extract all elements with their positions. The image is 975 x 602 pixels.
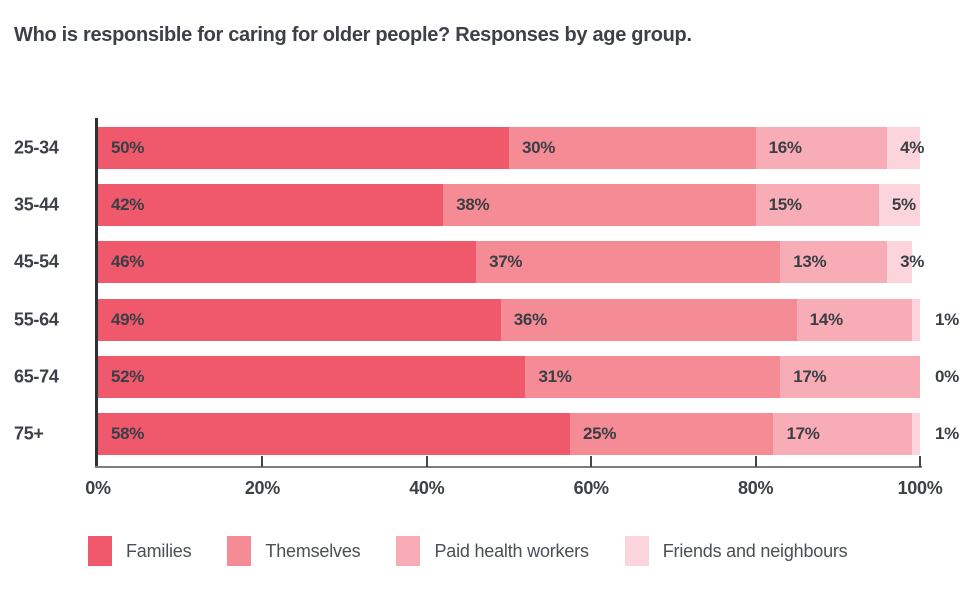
x-tick	[590, 456, 593, 467]
x-tick	[754, 456, 757, 467]
bar-value-label: 42%	[111, 195, 145, 215]
bar-segment-paid-health-workers: 14%	[796, 298, 912, 341]
row-label: 45-54	[14, 251, 59, 272]
bar-value-label: 16%	[768, 138, 802, 157]
bar-segment-themselves: 25%	[570, 412, 774, 455]
page-title: Who is responsible for caring for older …	[14, 24, 692, 46]
legend: Families Themselves Paid health workers Fri…	[88, 536, 848, 566]
bar-row: 25-34 50% 30% 16% 4%	[0, 127, 975, 169]
bar-row: 75+ 58% 25% 17% 1%	[0, 412, 975, 455]
bar-value-label: 15%	[768, 195, 802, 215]
bar-value-label-outside: 1%	[935, 423, 959, 443]
row-label: 75+	[14, 423, 44, 444]
bar-segment-friends-and-neighbours: 3%	[887, 241, 924, 284]
bar-track: 50% 30% 16% 4%	[98, 127, 924, 169]
bar-value-label: 36%	[513, 309, 547, 329]
bar-track: 58% 25% 17% 1%	[98, 412, 959, 455]
bar-value-label: 49%	[111, 309, 145, 329]
legend-swatch	[396, 536, 421, 566]
stacked-bar-chart: 25-34 50% 30% 16% 4% 35-44 42% 38% 15% 5% 45-54 46%…	[0, 118, 975, 468]
bar-segment-families: 58%	[98, 412, 571, 455]
bar-segment-themselves: 36%	[500, 298, 797, 341]
bar-segment-families: 49%	[98, 298, 501, 341]
legend-item-friends-and-neighbours: Friends and neighbours	[624, 536, 848, 566]
bar-segment-paid-health-workers: 17%	[780, 355, 920, 398]
bar-segment-paid-health-workers: 15%	[755, 184, 879, 227]
bar-value-label: 30%	[522, 138, 556, 157]
bar-value-label: 5%	[891, 195, 916, 215]
bar-segment-friends-and-neighbours	[911, 298, 920, 341]
bar-segment-paid-health-workers: 13%	[780, 241, 888, 284]
legend-label: Paid health workers	[434, 540, 589, 561]
row-label: 55-64	[14, 309, 59, 330]
bar-value-label: 52%	[111, 366, 145, 386]
legend-swatch	[88, 536, 112, 566]
x-tick	[261, 456, 264, 467]
x-tick	[425, 456, 428, 467]
bar-segment-families: 42%	[98, 184, 444, 227]
x-tick-marks	[98, 456, 921, 467]
x-tick-label: 40%	[409, 478, 445, 498]
bar-value-label-outside: 0%	[935, 366, 959, 386]
bar-segment-themselves: 37%	[476, 241, 781, 284]
bar-segment-families: 52%	[98, 355, 526, 398]
bar-value-label: 50%	[111, 138, 145, 157]
bar-segment-themselves: 30%	[509, 127, 756, 169]
x-axis-labels: 0% 20% 40% 60% 80% 100%	[85, 478, 942, 504]
bar-value-label-outside: 1%	[935, 309, 959, 329]
legend-swatch	[624, 536, 649, 566]
bar-value-label: 38%	[456, 195, 490, 215]
bar-segment-friends-and-neighbours: 5%	[878, 184, 920, 227]
bar-track: 49% 36% 14% 1%	[98, 298, 959, 341]
row-label: 35-44	[14, 194, 59, 215]
bar-segment-families: 50%	[98, 127, 509, 169]
bar-value-label: 3%	[900, 252, 925, 272]
legend-label: Families	[126, 540, 192, 561]
legend-item-families: Families	[88, 536, 192, 566]
bar-segment-paid-health-workers: 16%	[755, 127, 888, 169]
x-tick-label: 60%	[573, 478, 609, 498]
row-label: 25-34	[14, 137, 59, 158]
bar-segment-themselves: 31%	[525, 355, 781, 398]
bar-row: 35-44 42% 38% 15% 5%	[0, 184, 975, 227]
legend-item-themselves: Themselves	[227, 536, 361, 566]
y-axis-line	[95, 118, 98, 468]
row-label: 65-74	[14, 366, 59, 387]
x-tick-label: 0%	[85, 478, 111, 498]
legend-label: Friends and neighbours	[662, 540, 848, 561]
legend-label: Themselves	[265, 540, 361, 561]
bar-row: 65-74 52% 31% 17% 0%	[0, 355, 975, 398]
x-tick-label: 20%	[244, 478, 280, 498]
bar-value-label: 17%	[786, 423, 820, 443]
bar-row: 55-64 49% 36% 14% 1%	[0, 298, 975, 341]
legend-item-paid-health-workers: Paid health workers	[396, 536, 589, 566]
bar-track: 52% 31% 17% 0%	[98, 355, 959, 398]
bar-value-label: 31%	[538, 366, 572, 386]
bar-segment-families: 46%	[98, 241, 477, 284]
x-tick	[919, 456, 921, 467]
x-tick-label: 100%	[897, 478, 943, 498]
bar-value-label: 58%	[111, 423, 145, 443]
bar-value-label: 17%	[793, 366, 827, 386]
x-tick-label: 80%	[738, 478, 774, 498]
bar-segment-friends-and-neighbours: 4%	[887, 127, 924, 169]
bar-row: 45-54 46% 37% 13% 3%	[0, 241, 975, 284]
legend-swatch	[227, 536, 252, 566]
bar-segment-paid-health-workers: 17%	[773, 412, 912, 455]
x-axis-line	[95, 466, 922, 468]
bar-value-label: 4%	[900, 138, 925, 157]
bar-segment-themselves: 38%	[443, 184, 756, 227]
bar-value-label: 14%	[809, 309, 843, 329]
bar-segment-friends-and-neighbours	[911, 412, 920, 455]
bar-track: 42% 38% 15% 5%	[98, 184, 920, 227]
bar-value-label: 25%	[583, 423, 617, 443]
bar-value-label: 37%	[489, 252, 523, 272]
bar-value-label: 13%	[793, 252, 827, 272]
bar-value-label: 46%	[111, 252, 145, 272]
bar-track: 46% 37% 13% 3%	[98, 241, 924, 284]
